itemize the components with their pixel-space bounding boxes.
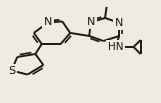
Text: HN: HN [108,42,123,52]
Text: N: N [115,18,123,28]
Text: S: S [8,66,15,75]
Text: N: N [44,17,52,27]
Text: N: N [87,17,95,27]
